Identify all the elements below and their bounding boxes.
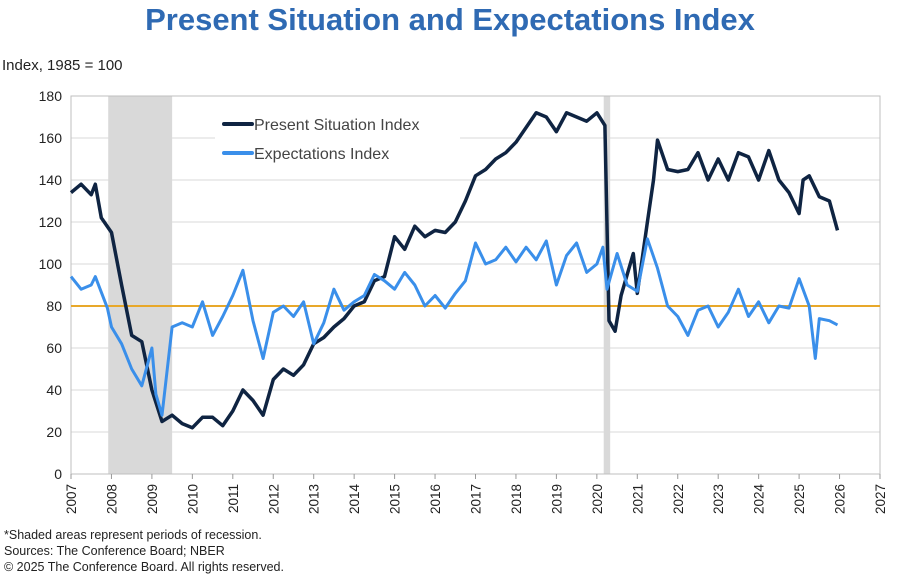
y-tick-label: 60 — [46, 340, 62, 356]
y-tick-label: 160 — [39, 130, 63, 146]
x-tick-label: 2026 — [833, 484, 848, 514]
y-tick-label: 100 — [39, 256, 63, 272]
x-tick-label: 2019 — [549, 484, 564, 514]
x-tick-label: 2017 — [469, 484, 484, 514]
y-tick-label: 0 — [54, 466, 62, 482]
x-tick-label: 2007 — [64, 484, 79, 514]
x-tick-label: 2023 — [711, 484, 726, 514]
footnote-recession: *Shaded areas represent periods of reces… — [4, 528, 262, 542]
chart: 0 20 40 60 80 100 120 140 160 180 2007 2008 2009 2010… — [39, 88, 888, 515]
y-tick-label: 140 — [39, 172, 63, 188]
x-tick-label: 2020 — [590, 484, 605, 514]
x-tick-label: 2018 — [509, 484, 524, 514]
x-tick-label: 2024 — [752, 484, 767, 515]
y-tick-label: 40 — [46, 382, 62, 398]
y-tick-label: 180 — [39, 88, 63, 104]
x-tick-label: 2022 — [671, 484, 686, 514]
x-tick-label: 2009 — [145, 484, 160, 514]
y-tick-label: 80 — [46, 298, 62, 314]
series-line-present-situation — [69, 111, 840, 430]
x-tick-label: 2016 — [428, 484, 443, 514]
x-tick-label: 2014 — [347, 484, 362, 515]
footnote-copyright: © 2025 The Conference Board. All rights … — [4, 560, 284, 574]
x-tick-label: 2025 — [792, 484, 807, 514]
x-tick-label: 2013 — [307, 484, 322, 514]
legend-label: Present Situation Index — [254, 117, 419, 134]
legend-label: Expectations Index — [254, 146, 389, 163]
footnote-sources: Sources: The Conference Board; NBER — [4, 544, 225, 558]
x-tick-label: 2010 — [185, 484, 200, 514]
x-tick-label: 2011 — [226, 484, 241, 513]
x-tick-label: 2027 — [873, 484, 888, 514]
y-axis-label: Index, 1985 = 100 — [2, 57, 123, 74]
series-line-expectations — [69, 237, 839, 417]
y-tick-label: 20 — [46, 424, 62, 440]
x-tick-label: 2012 — [266, 484, 281, 514]
recession-shade — [108, 96, 173, 474]
x-tick-label: 2015 — [388, 484, 403, 514]
plot-border — [70, 95, 881, 475]
chart-title: Present Situation and Expectations Index — [145, 2, 755, 37]
x-tick-label: 2021 — [630, 484, 645, 514]
x-tick-label: 2008 — [104, 484, 119, 514]
y-tick-label: 120 — [39, 214, 63, 230]
legend-box — [215, 108, 460, 168]
